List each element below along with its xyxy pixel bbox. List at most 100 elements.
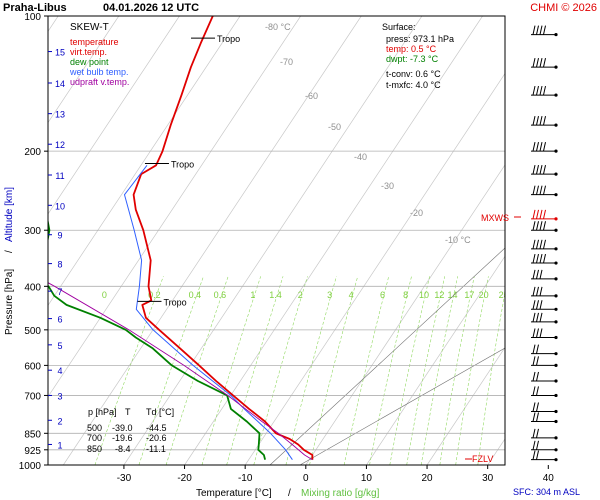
wind-barb [531,253,558,265]
isotherm-line [366,255,505,465]
isotherm-label: -30 [381,181,394,191]
table-cell: -39.0 [112,423,133,433]
mixing-ratio-line [343,276,390,465]
pressure-tick-label: 850 [24,429,41,440]
mixing-ratio-label: 1.4 [269,290,282,300]
isotherm-line [548,16,600,465]
wind-barb-feather [536,58,539,68]
altitude-tick-label: 7 [57,287,62,297]
mixing-ratio-label: 4 [349,290,354,300]
altitude-tick-label: 13 [55,110,65,120]
wind-barb-feather [536,165,539,175]
mixing-ratio-label: 1 [250,290,255,300]
mixing-ratio-label: 25 [499,290,509,300]
wind-barb-station [554,261,558,265]
x-axis-title-temp: Temperature [°C] [196,488,272,499]
isotherm-line [123,16,423,465]
surface-pressure: press: 973.1 hPa [386,34,454,44]
mxws-marker: MXWS [481,213,521,223]
wind-barb-feather [532,269,536,279]
isotherm-label: -20 [410,208,423,218]
mixing-ratio-line [420,276,459,465]
pressure-tick-label: 1000 [19,461,42,472]
table-cell: -8.4 [115,444,131,454]
tropopause-label: Tropo [163,297,186,307]
temperature-tick-label: 40 [543,473,555,484]
wind-barb [531,450,558,462]
wind-barb-feather [532,371,536,382]
wind-barb-feather [539,269,543,279]
mixing-ratio-label: 8 [403,290,408,300]
wind-barb-station [554,335,558,340]
wind-barb-feather [532,402,536,412]
wind-barb [531,286,558,298]
wind-barb-feather [543,58,546,68]
isotherm-line [48,16,120,124]
wind-barb-feather [536,185,539,195]
wind-barb-feather [539,253,543,264]
legend-title: SKEW-T [70,22,109,33]
isotherm-label: -60 [305,91,318,101]
wind-barb-feather [539,25,543,35]
wind-barb-station [554,393,558,398]
isotherm-line [426,346,505,465]
table-cell: -20.6 [146,433,167,443]
wind-barb-station [554,419,558,424]
mixing-ratio-label: 0.6 [214,290,227,300]
wind-barb [531,25,558,37]
surface-dewpoint: dwpt: -7.3 °C [386,54,439,64]
temperature-tick-label: -10 [238,473,253,484]
altitude-tick-label: 10 [55,201,65,211]
wind-barb-feather [543,221,546,231]
wind-barb-feather [536,116,539,126]
adiabat-line [269,247,505,465]
wind-barb-feather [536,269,539,279]
isotherm-line [48,16,180,215]
altitude-tick-label: 6 [57,315,62,325]
wind-barb [531,356,558,367]
wind-barb-feather [536,25,539,35]
legend: SKEW-T temperature virt.temp. dew point … [69,22,129,87]
wind-barb-feather [539,142,543,152]
fzlv-marker: FZLV [465,454,493,464]
wind-barb [531,428,558,440]
wind-barb-feather [532,58,536,68]
wind-barb [531,221,558,232]
wind-barb-feather [536,356,539,366]
isotherm-line [184,16,483,465]
wind-barb-feather [532,209,536,219]
wind-barb-station [554,448,558,452]
table-header-t: T [125,407,131,417]
wind-barb [531,185,558,197]
mixing-ratio-label: 20 [479,290,489,300]
temperature-tick-label: -20 [177,473,192,484]
profile-dew-point [48,217,266,460]
wind-barb-feather [539,221,543,231]
wind-barb-feather [536,428,539,438]
wind-barb-feather [539,58,543,68]
x-axis-title-mix: Mixing ratio [g/kg] [301,488,380,499]
mixing-ratio-line [309,276,359,465]
wind-barb-feather [532,300,536,310]
wind-barb-station [554,352,558,356]
wind-barb-feather [543,185,546,195]
wind-barb-feather [539,116,543,126]
wind-barb-feather [532,312,536,322]
wind-barb-feather [532,239,536,249]
mixing-ratio-line [389,276,430,465]
pressure-tick-label: 700 [24,391,41,402]
isotherm-label: -10 °C [445,235,471,245]
mixing-ratio-label: 12 [434,290,444,300]
wind-barb-feather [539,300,543,310]
profile-udpraft-v-temp [48,282,313,461]
legend-item-wet-bulb: wet bulb temp. [69,67,129,77]
wind-barb-feather [543,165,546,175]
altitude-tick-label: 2 [57,416,62,426]
altitude-tick-label: 14 [55,79,65,89]
temperature-tick-label: 10 [361,473,373,484]
mixing-ratio-label: 2 [298,290,303,300]
wind-barb-station [554,436,558,440]
mixing-ratio-label: 14 [447,290,457,300]
table-cell: -11.1 [146,444,166,454]
pressure-tick-label: 925 [24,446,41,457]
